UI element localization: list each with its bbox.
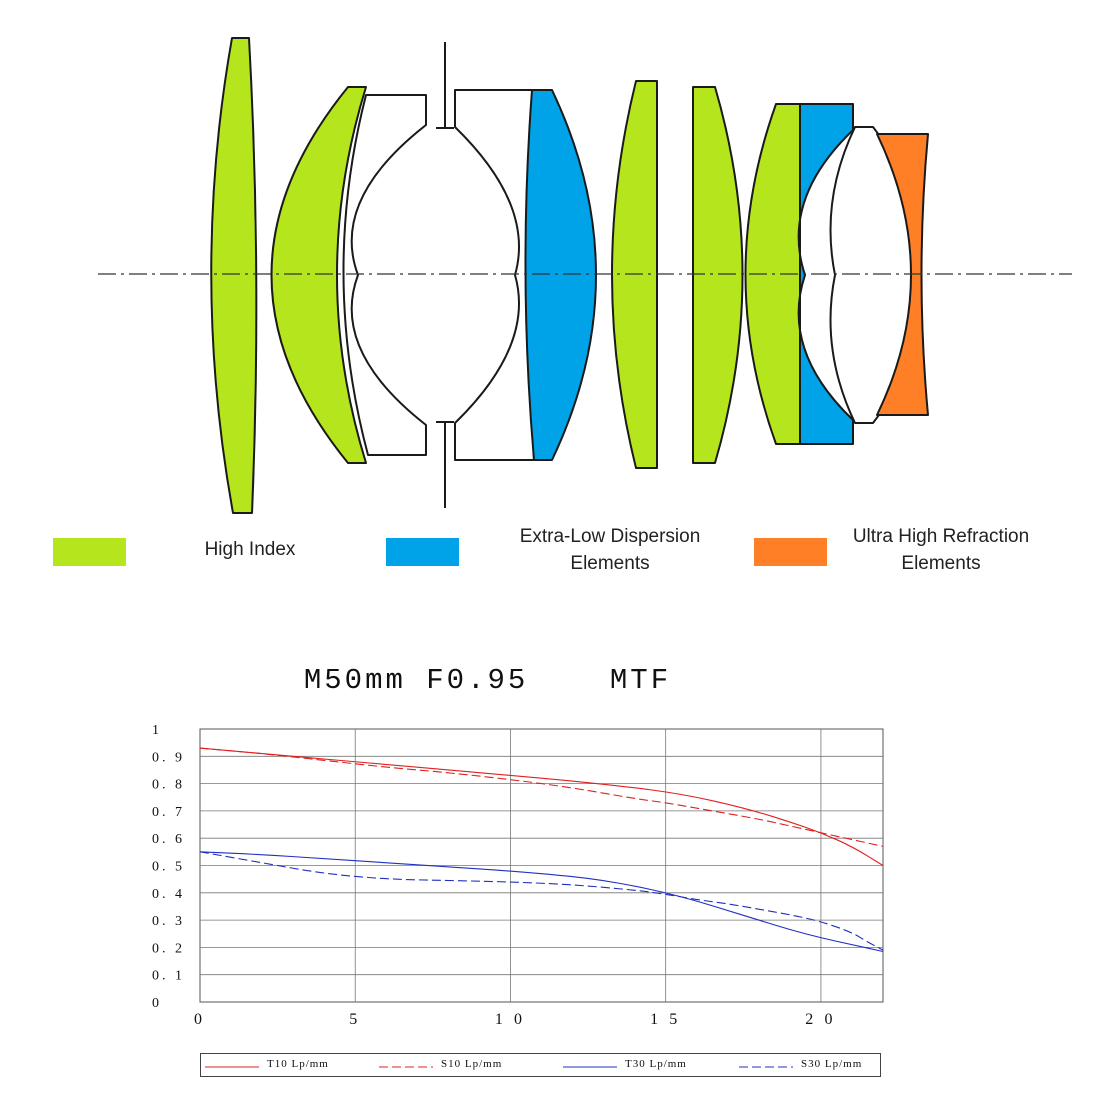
legend-entry-label: S30 Lp/mm	[801, 1058, 863, 1070]
legend-line-sample	[739, 1066, 793, 1068]
lens-diagram	[98, 37, 1072, 514]
x-tick-label: 5	[349, 1011, 361, 1028]
lens-element-3	[342, 94, 427, 456]
legend-swatch-uhr	[754, 538, 827, 566]
y-tick-label: 0. 8	[152, 778, 185, 793]
legend-entry-t30: T30 Lp/mm	[563, 1058, 703, 1074]
legend-label-uhr: Ultra High Refraction Elements	[852, 526, 1030, 574]
legend-entry-s10: S10 Lp/mm	[379, 1058, 519, 1074]
legend-label-high-index: High Index	[204, 539, 296, 560]
legend-line-sample	[563, 1066, 617, 1068]
y-tick-label: 1	[152, 723, 162, 738]
legend-entry-t10: T10 Lp/mm	[205, 1058, 345, 1074]
y-tick-label: 0. 6	[152, 832, 185, 847]
lens-element-1	[210, 37, 258, 514]
lens-element-2	[270, 86, 367, 464]
lens-element-7	[692, 86, 744, 464]
y-tick-label: 0. 4	[152, 887, 185, 902]
series-line-t10	[199, 747, 884, 866]
legend-swatch-ed	[386, 538, 459, 566]
legend-swatch-high-index	[53, 538, 126, 566]
legend-entry-label: S10 Lp/mm	[441, 1058, 503, 1070]
y-tick-label: 0	[152, 996, 162, 1011]
lens-element-5	[524, 89, 597, 461]
legend-entry-label: T10 Lp/mm	[267, 1058, 329, 1070]
series-line-t30	[199, 851, 884, 953]
chart-legend: T10 Lp/mm S10 Lp/mm T30 Lp/mm S30 Lp/mm	[200, 1053, 881, 1077]
y-tick-label: 0. 9	[152, 750, 185, 765]
x-tick-label: 0	[194, 1011, 206, 1028]
legend-label-ed: Extra-Low Dispersion Elements	[519, 526, 701, 574]
lens-element-9	[797, 103, 854, 445]
series-line-s30	[199, 851, 884, 951]
lens-element-11	[876, 133, 929, 416]
chart-title: M50mm F0.95 MTF	[303, 664, 672, 697]
legend-line-sample	[205, 1066, 259, 1068]
legend-entry-label: T30 Lp/mm	[625, 1058, 687, 1070]
aperture-stop	[436, 42, 454, 508]
legend-line-sample	[379, 1066, 433, 1068]
y-tick-label: 0. 5	[152, 860, 185, 875]
x-tick-label: 1 5	[650, 1011, 681, 1028]
y-tick-label: 0. 2	[152, 941, 185, 956]
y-tick-label: 0. 7	[152, 805, 185, 820]
x-tick-label: 2 0	[805, 1011, 836, 1028]
y-tick-label: 0. 3	[152, 914, 185, 929]
y-tick-label: 0. 1	[152, 969, 185, 984]
series-line-s10	[199, 747, 884, 847]
x-tick-label: 1 0	[495, 1011, 526, 1028]
legend-entry-s30: S30 Lp/mm	[739, 1058, 879, 1074]
